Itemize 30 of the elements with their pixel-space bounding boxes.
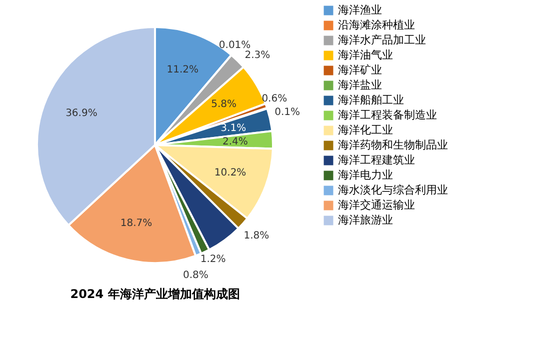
text: 2024 年海洋产业增加值构成图: [70, 287, 240, 301]
legend-label: 沿海滩涂种植业: [338, 18, 415, 32]
legend-label: 海洋电力业: [338, 168, 393, 182]
legend-label: 海洋渔业: [338, 4, 382, 16]
legend-label: 海洋水产品加工业: [338, 34, 426, 46]
data-label: 0.1%: [274, 107, 300, 118]
data-label: 11.2%: [166, 64, 199, 76]
legend-label: 海洋盐业: [338, 78, 382, 92]
legend-label: 海洋船舶工业: [338, 94, 404, 106]
data-label: 2.3%: [244, 50, 270, 61]
legend-label: 海洋矿业: [338, 64, 382, 76]
data-label: 18.7%: [120, 218, 152, 230]
data-label: 36.9%: [66, 108, 98, 119]
data-label: 0.6%: [262, 94, 288, 105]
data-label: 2.4%: [222, 136, 248, 148]
legend-label: 海洋旅游业: [338, 214, 393, 226]
legend-label: 海洋工程装备制造业: [338, 108, 437, 122]
data-label: 3.1%: [220, 122, 246, 134]
legend-label: 海洋交通运输业: [338, 198, 415, 212]
data-label: 0.8%: [183, 270, 208, 282]
legend-label: 海洋药物和生物制品业: [338, 138, 448, 152]
data-label: 0.01%: [218, 40, 251, 51]
legend-label: 海洋工程建筑业: [338, 154, 415, 166]
legend-label: 海洋油气业: [338, 48, 393, 62]
data-label: 1.8%: [244, 230, 270, 242]
data-label: 10.2%: [214, 168, 246, 179]
legend-label: 海洋化工业: [338, 124, 393, 136]
data-label: 1.2%: [200, 254, 226, 266]
legend-label: 海水淡化与综合利用业: [338, 184, 448, 196]
data-label: 5.8%: [211, 98, 237, 110]
